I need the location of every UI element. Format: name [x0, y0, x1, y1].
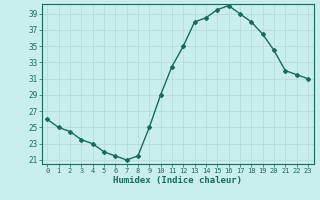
X-axis label: Humidex (Indice chaleur): Humidex (Indice chaleur)	[113, 176, 242, 185]
